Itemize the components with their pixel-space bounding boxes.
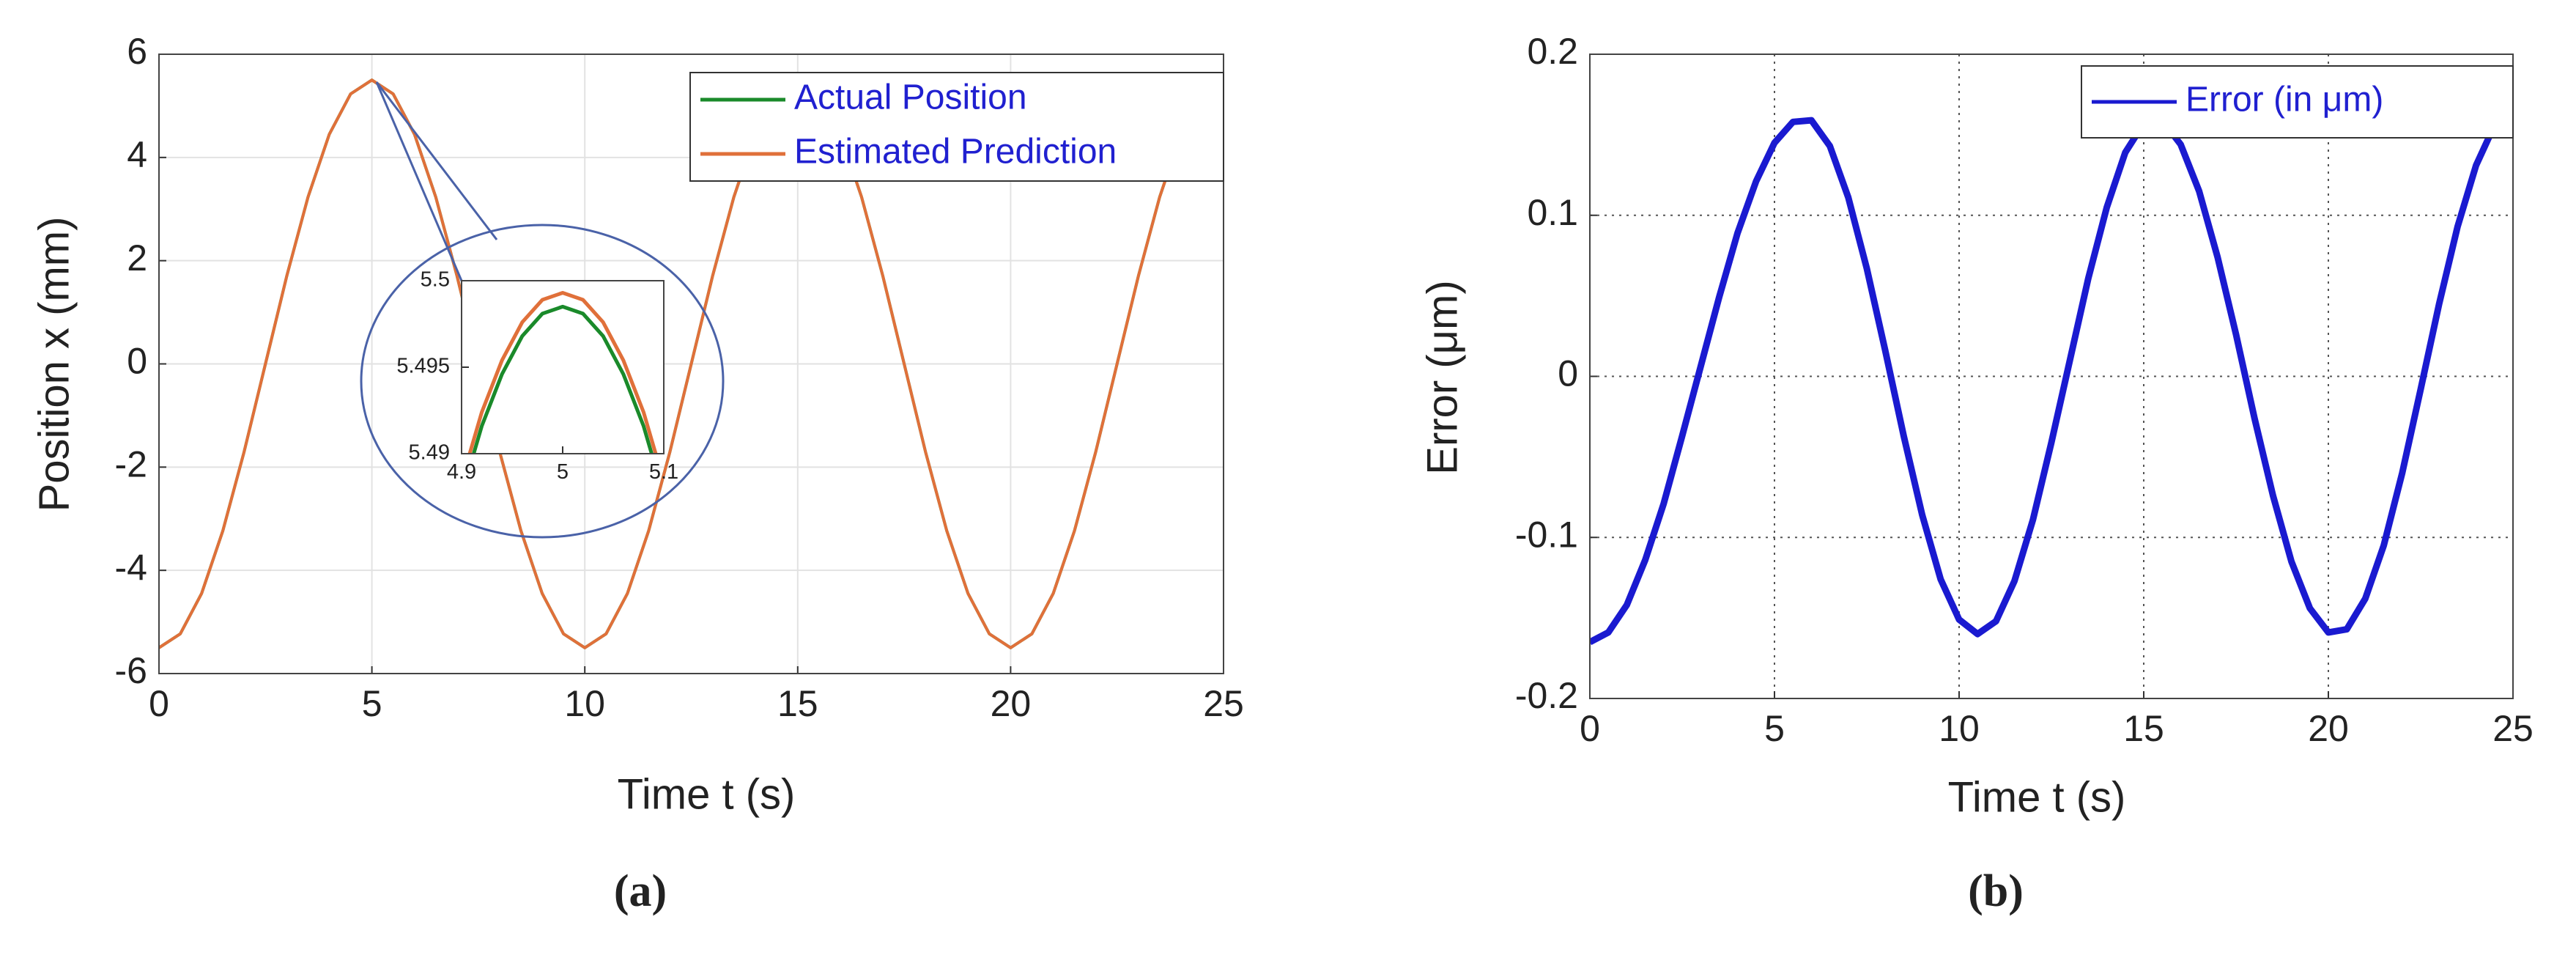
y-tick-label: 2	[127, 237, 147, 279]
x-tick-label: 10	[564, 683, 605, 724]
zoom-connector	[375, 81, 498, 240]
y-tick-label: 5.49	[409, 441, 450, 465]
x-tick-label: 25	[2492, 708, 2534, 749]
legend-label: Estimated Prediction	[794, 133, 1117, 172]
x-tick-label: 5.1	[649, 460, 678, 484]
x-axis-label: Time t (s)	[618, 770, 796, 818]
y-tick-label: 0.1	[1527, 192, 1578, 233]
x-tick-label: 20	[2308, 708, 2349, 749]
series-line	[471, 304, 654, 454]
y-tick-label: -0.2	[1515, 675, 1578, 716]
y-tick-label: -2	[115, 444, 147, 485]
y-tick-label: -0.1	[1515, 514, 1578, 555]
inset: 5.49 5.495 5.5 4.9 5 5.1	[396, 268, 678, 484]
series-line	[467, 291, 658, 454]
x-tick-label: 15	[777, 683, 818, 724]
panel-b: -0.2 -0.1 0 0.1 0.2 0 5 10 15 20 25 Time t (s) Error…	[1418, 31, 2533, 916]
plot-frame	[1589, 54, 2514, 699]
y-tick-label: 5.495	[396, 355, 450, 378]
plot-area	[462, 281, 664, 454]
y-tick-label: 4	[127, 134, 147, 175]
legend-box	[689, 72, 1224, 182]
x-tick-label: 15	[2123, 708, 2164, 749]
x-tick-label: 0	[1580, 708, 1600, 749]
panel-a: -6 -4 -2 0 2 4 6 0 5 10 15 20 25 Time t (s) Position x…	[30, 31, 1243, 916]
plot-frame	[158, 54, 1224, 674]
zoom-ellipse	[360, 224, 725, 539]
plot-frame	[461, 280, 665, 454]
x-tick-label: 20	[991, 683, 1032, 724]
y-tick-label: 0	[127, 341, 147, 382]
y-tick-label: -4	[115, 547, 147, 588]
legend-label: Error (in μm)	[2185, 81, 2383, 119]
x-tick-label: 25	[1203, 683, 1244, 724]
y-tick-label: 6	[127, 31, 147, 72]
caption: (a)	[614, 866, 667, 916]
y-tick-label: 0	[1558, 353, 1578, 394]
caption: (b)	[1968, 866, 2024, 916]
zoom-callout	[360, 81, 725, 539]
series-line	[1590, 108, 2513, 646]
y-tick-label: 0.2	[1527, 31, 1578, 72]
x-tick-label: 5	[362, 683, 382, 724]
y-tick-label: 5.5	[421, 268, 450, 292]
x-axis-label: Time t (s)	[1948, 773, 2126, 821]
y-tick-label: -6	[115, 650, 147, 691]
x-tick-label: 10	[1939, 708, 1980, 749]
y-axis-label: Position x (mm)	[30, 217, 78, 512]
legend-label: Actual Position	[794, 78, 1027, 117]
series-line	[159, 78, 1224, 649]
y-axis-label: Error (μm)	[1418, 280, 1466, 474]
x-tick-label: 0	[149, 683, 169, 724]
x-tick-label: 4.9	[447, 460, 476, 484]
x-tick-label: 5	[1764, 708, 1785, 749]
zoom-connector	[375, 81, 463, 281]
x-tick-label: 5	[557, 460, 569, 484]
